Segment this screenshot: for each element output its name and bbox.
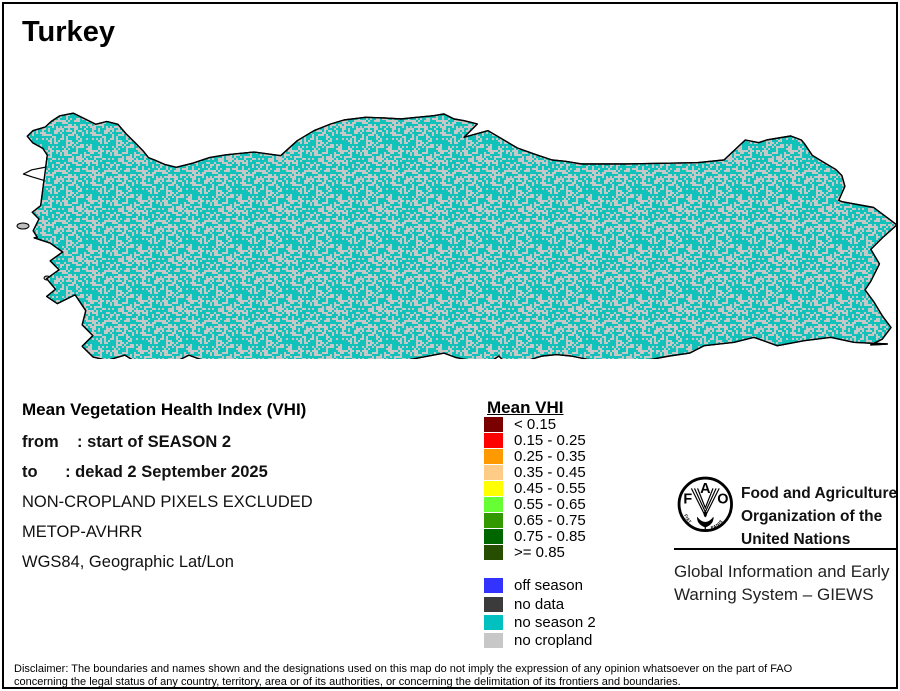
svg-text:O: O <box>717 491 728 507</box>
svg-text:F: F <box>684 491 693 507</box>
svg-text:A: A <box>700 481 711 497</box>
